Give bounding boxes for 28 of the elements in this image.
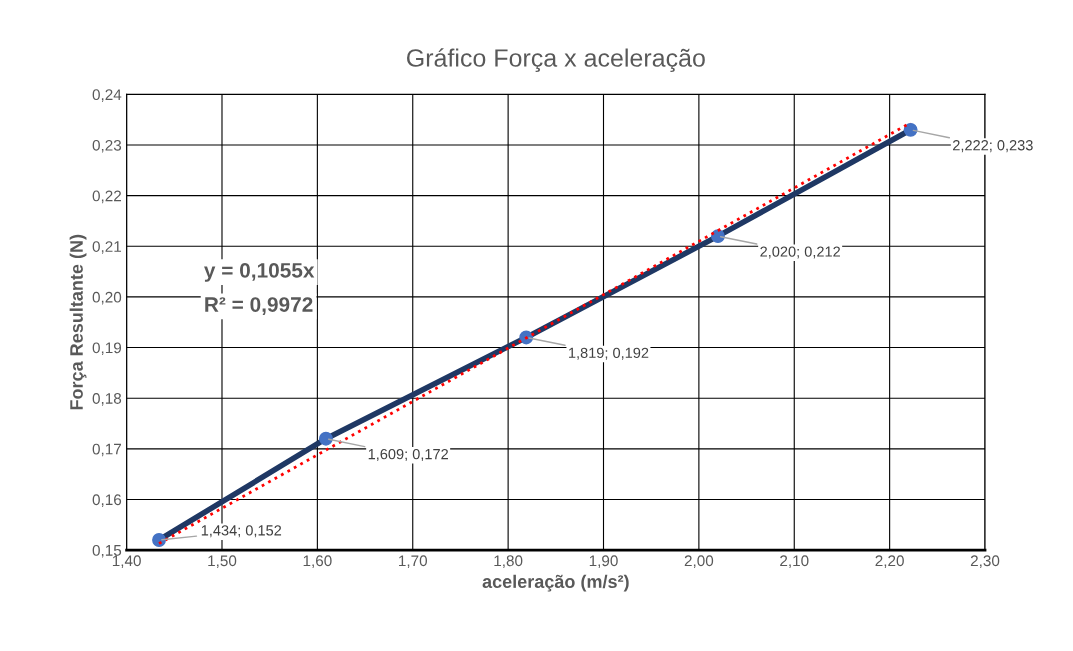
x-tick-label: 1,50 <box>208 555 237 568</box>
annotation: R² = 0,9972 <box>205 297 313 315</box>
y-tick-label: 0,24 <box>92 89 122 102</box>
data-label: 2,222; 0,233 <box>953 140 1033 153</box>
x-tick-label: 1,80 <box>494 555 523 568</box>
x-tick-label: 1,70 <box>399 555 428 568</box>
x-tick-label: 1,60 <box>303 555 332 568</box>
x-tick-label: 2,00 <box>684 555 714 568</box>
y-axis-title: Força Resultante (N) <box>69 234 87 410</box>
y-tick-label: 0,22 <box>92 190 121 204</box>
data-label: 1,434; 0,152 <box>201 525 282 538</box>
data-label: 1,819; 0,192 <box>569 347 649 360</box>
y-tick-label: 0,20 <box>92 291 122 305</box>
data-label: 2,020; 0,212 <box>760 246 840 259</box>
x-tick-label: 2,20 <box>875 555 904 568</box>
x-tick-label: 1,90 <box>589 555 618 568</box>
annotation: y = 0,1055x <box>204 262 315 282</box>
chart-title: Gráfico Força x aceleração <box>407 48 705 72</box>
x-tick-label: 2,30 <box>970 555 1000 568</box>
data-label: 1,609; 0,172 <box>368 448 448 462</box>
x-axis-title: aceleração (m/s²) <box>482 574 629 592</box>
x-tick-label: 2,10 <box>780 555 809 568</box>
y-tick-label: 0,16 <box>92 494 122 507</box>
y-tick-label: 0,21 <box>92 241 122 254</box>
y-tick-label: 0,18 <box>92 393 122 406</box>
y-tick-label: 0,19 <box>92 342 122 356</box>
y-tick-label: 0,23 <box>92 139 122 153</box>
y-tick-label: 0,17 <box>92 443 121 457</box>
